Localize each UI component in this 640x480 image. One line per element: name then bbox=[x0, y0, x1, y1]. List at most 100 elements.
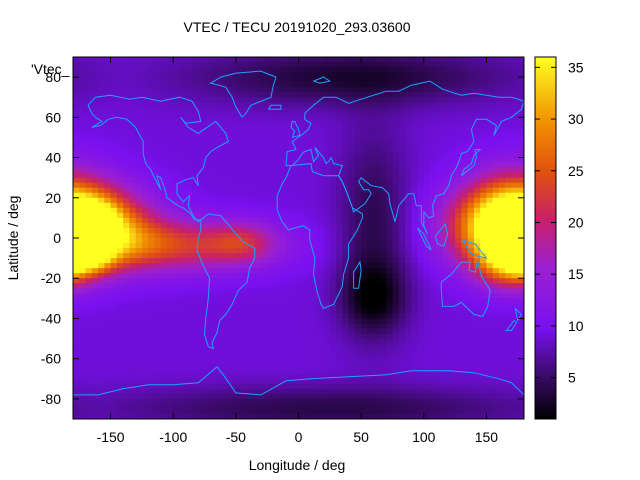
heatmap-cell bbox=[404, 243, 412, 249]
heatmap-cell bbox=[279, 273, 287, 279]
heatmap-cell bbox=[323, 248, 331, 254]
heatmap-cell bbox=[517, 157, 524, 164]
heatmap-cell bbox=[392, 87, 400, 93]
heatmap-cell bbox=[329, 323, 337, 330]
heatmap-cell bbox=[292, 197, 300, 204]
heatmap-cell bbox=[185, 393, 193, 400]
heatmap-cell bbox=[123, 227, 130, 234]
heatmap-cell bbox=[361, 293, 368, 299]
heatmap-cell bbox=[417, 152, 425, 159]
heatmap-cell bbox=[198, 328, 206, 335]
heatmap-cell bbox=[198, 403, 206, 410]
heatmap-cell bbox=[492, 298, 500, 304]
heatmap-cell bbox=[285, 112, 293, 118]
heatmap-cell bbox=[455, 137, 462, 144]
heatmap-cell bbox=[492, 368, 500, 375]
heatmap-cell bbox=[91, 333, 99, 340]
heatmap-cell bbox=[417, 147, 425, 154]
heatmap-cell bbox=[116, 102, 124, 108]
heatmap-cell bbox=[498, 328, 506, 335]
heatmap-cell bbox=[398, 338, 406, 345]
heatmap-cell bbox=[311, 127, 318, 134]
heatmap-cell bbox=[116, 227, 124, 234]
heatmap-cell bbox=[260, 222, 268, 229]
heatmap-cell bbox=[480, 87, 488, 93]
heatmap-cell bbox=[317, 273, 325, 279]
heatmap-cell bbox=[467, 353, 475, 360]
heatmap-cell bbox=[480, 102, 488, 108]
heatmap-cell bbox=[398, 298, 406, 304]
heatmap-cell bbox=[386, 82, 394, 88]
heatmap-cell bbox=[73, 313, 80, 320]
heatmap-cell bbox=[217, 383, 224, 390]
heatmap-cell bbox=[423, 72, 431, 78]
heatmap-cell bbox=[304, 197, 312, 204]
heatmap-cell bbox=[116, 202, 124, 209]
heatmap-cell bbox=[248, 177, 256, 184]
heatmap-cell bbox=[473, 293, 481, 299]
heatmap-cell bbox=[242, 87, 249, 93]
heatmap-cell bbox=[404, 182, 412, 189]
heatmap-cell bbox=[436, 112, 444, 118]
heatmap-cell bbox=[129, 258, 137, 264]
heatmap-cell bbox=[204, 232, 212, 239]
heatmap-cell bbox=[517, 187, 524, 194]
heatmap-cell bbox=[367, 373, 375, 380]
heatmap-cell bbox=[455, 117, 462, 123]
heatmap-cell bbox=[192, 293, 199, 299]
heatmap-cell bbox=[204, 373, 212, 380]
heatmap-cell bbox=[436, 207, 444, 214]
heatmap-cell bbox=[267, 298, 275, 304]
heatmap-cell bbox=[498, 232, 506, 239]
heatmap-cell bbox=[273, 323, 281, 330]
heatmap-cell bbox=[442, 318, 450, 325]
heatmap-cell bbox=[217, 308, 224, 315]
heatmap-cell bbox=[148, 383, 156, 390]
heatmap-cell bbox=[505, 363, 513, 370]
heatmap-cell bbox=[311, 192, 318, 199]
heatmap-cell bbox=[348, 343, 356, 350]
heatmap-cell bbox=[342, 197, 350, 204]
heatmap-cell bbox=[223, 92, 231, 98]
heatmap-cell bbox=[404, 142, 412, 149]
heatmap-cell bbox=[336, 97, 343, 103]
heatmap-cell bbox=[123, 308, 130, 315]
heatmap-cell bbox=[492, 57, 500, 63]
heatmap-cell bbox=[79, 117, 87, 123]
heatmap-cell bbox=[98, 187, 105, 194]
heatmap-cell bbox=[129, 238, 137, 244]
heatmap-cell bbox=[442, 353, 450, 360]
heatmap-cell bbox=[91, 353, 99, 360]
heatmap-cell bbox=[461, 82, 469, 88]
heatmap-cell bbox=[417, 107, 425, 113]
heatmap-cell bbox=[185, 238, 193, 244]
heatmap-cell bbox=[480, 383, 488, 390]
heatmap-cell bbox=[242, 263, 249, 269]
heatmap-cell bbox=[173, 112, 181, 118]
heatmap-cell bbox=[210, 278, 218, 284]
heatmap-cell bbox=[273, 338, 281, 345]
heatmap-cell bbox=[254, 137, 262, 144]
heatmap-cell bbox=[398, 253, 406, 259]
heatmap-cell bbox=[448, 157, 456, 164]
heatmap-cell bbox=[129, 162, 137, 169]
heatmap-cell bbox=[273, 177, 281, 184]
heatmap-cell bbox=[141, 67, 149, 73]
heatmap-cell bbox=[160, 258, 168, 264]
heatmap-cell bbox=[179, 112, 187, 118]
heatmap-cell bbox=[436, 303, 444, 309]
heatmap-cell bbox=[517, 348, 524, 355]
heatmap-cell bbox=[298, 388, 306, 395]
heatmap-cell bbox=[198, 378, 206, 385]
heatmap-cell bbox=[473, 127, 481, 134]
heatmap-cell bbox=[154, 87, 162, 93]
heatmap-cell bbox=[448, 383, 456, 390]
heatmap-cell bbox=[235, 152, 243, 159]
heatmap-cell bbox=[417, 197, 425, 204]
heatmap-cell bbox=[273, 87, 281, 93]
heatmap-cell bbox=[373, 102, 381, 108]
heatmap-cell bbox=[104, 172, 112, 179]
heatmap-cell bbox=[267, 147, 275, 154]
heatmap-cell bbox=[354, 112, 362, 118]
heatmap-cell bbox=[210, 373, 218, 380]
